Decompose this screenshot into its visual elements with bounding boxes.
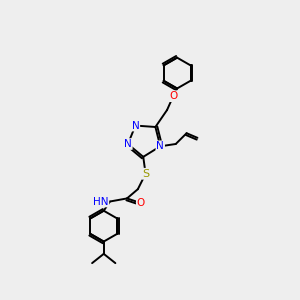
Text: O: O	[169, 91, 177, 101]
Text: N: N	[156, 141, 164, 151]
Text: S: S	[142, 169, 149, 179]
Text: O: O	[137, 198, 145, 208]
Text: N: N	[124, 139, 132, 149]
Text: N: N	[131, 121, 139, 130]
Text: HN: HN	[93, 196, 108, 206]
